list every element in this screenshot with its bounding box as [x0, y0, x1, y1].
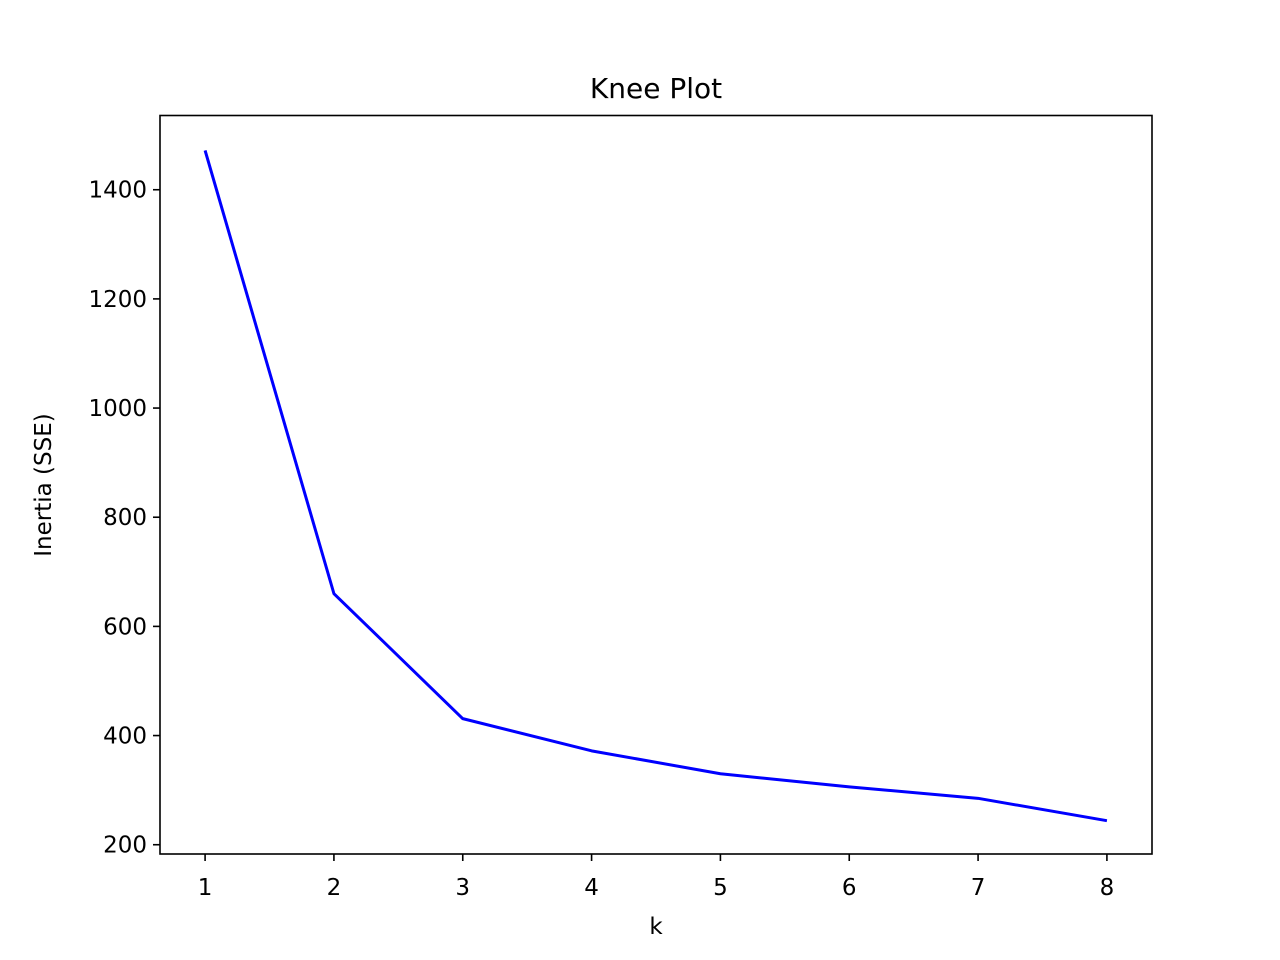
- y-tick-label: 1000: [88, 396, 147, 422]
- x-tick-label: 3: [455, 875, 470, 901]
- chart-title: Knee Plot: [590, 72, 722, 105]
- x-tick-label: 1: [198, 875, 213, 901]
- y-axis: 200 400 600 800 1000 1200 1400: [88, 178, 160, 859]
- x-tick-label: 7: [971, 875, 986, 901]
- x-axis-label: k: [649, 914, 663, 940]
- y-axis-label: Inertia (SSE): [31, 413, 57, 556]
- y-tick-label: 200: [103, 833, 147, 859]
- plot-frame: [159, 114, 1153, 855]
- y-tick-label: 400: [103, 724, 147, 750]
- y-tick-label: 1400: [88, 178, 147, 204]
- series-layer: [203, 150, 1108, 823]
- x-tick-label: 2: [327, 875, 342, 901]
- x-axis: 1 2 3 4 5 6 7 8: [198, 854, 1114, 901]
- x-tick-label: 6: [842, 875, 857, 901]
- x-tick-label: 5: [713, 875, 728, 901]
- x-tick-label: 8: [1100, 875, 1115, 901]
- x-tick-label: 4: [584, 875, 599, 901]
- y-tick-label: 800: [103, 505, 147, 531]
- series-line: [203, 150, 1108, 823]
- y-tick-label: 600: [103, 614, 147, 640]
- y-tick-label: 1200: [88, 287, 147, 313]
